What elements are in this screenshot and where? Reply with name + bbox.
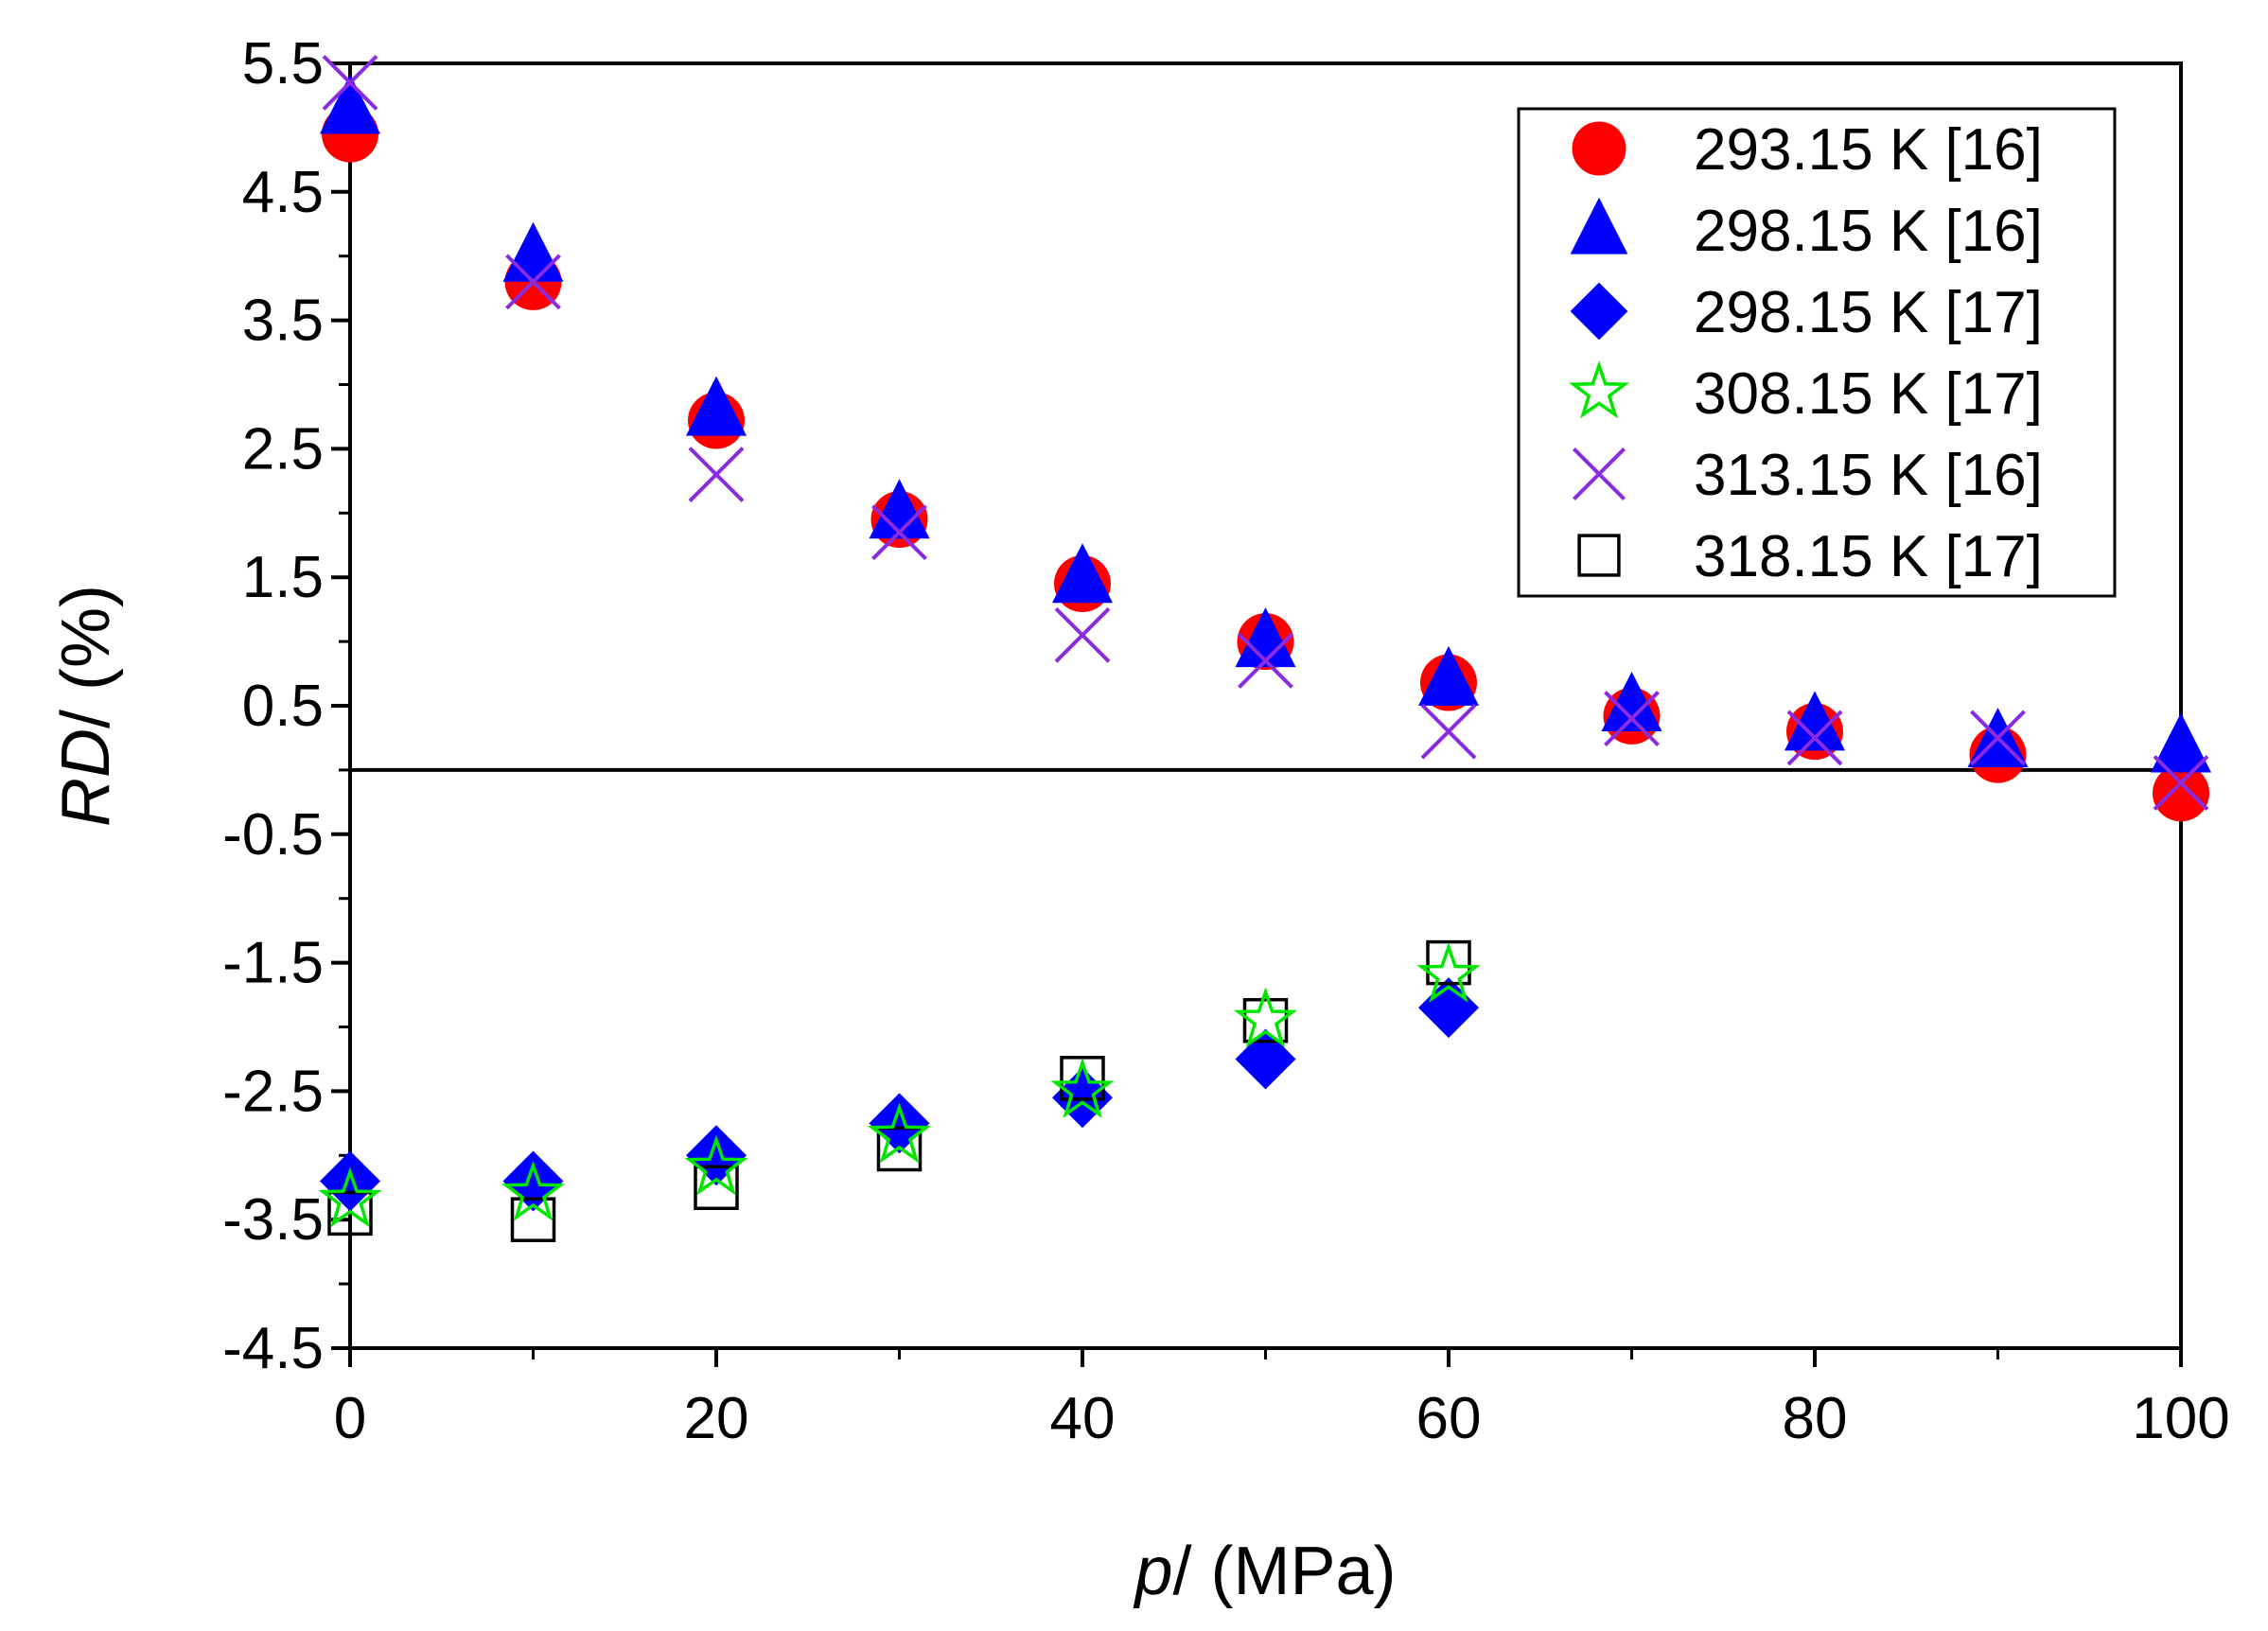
y-tick-label: 1.5 xyxy=(242,545,324,610)
y-tick-label: 5.5 xyxy=(242,31,324,96)
data-point-diamond xyxy=(320,1150,380,1212)
data-point-square xyxy=(1060,1056,1105,1101)
data-point-square xyxy=(510,1197,556,1242)
data-point-triangle xyxy=(869,479,930,539)
data-point-circle xyxy=(2153,764,2209,822)
legend-box xyxy=(1517,107,2117,598)
data-point-star xyxy=(1416,941,1481,1003)
data-point-x xyxy=(871,504,927,561)
legend-marker-diamond xyxy=(1570,282,1628,341)
data-point-x xyxy=(1604,691,1660,746)
data-point-x xyxy=(2153,755,2209,811)
data-point-triangle xyxy=(1601,672,1662,731)
legend: 293.15 K [16] 298.15 K [16] 298.15 K [17] 3… xyxy=(1517,107,2117,598)
legend-label: 318.15 K [17] xyxy=(1694,524,2043,589)
data-point-star xyxy=(867,1102,932,1164)
y-tick-label: -2.5 xyxy=(222,1059,324,1124)
x-tick-label: 80 xyxy=(1783,1386,1848,1451)
data-point-triangle xyxy=(1052,543,1113,604)
data-point-x xyxy=(1970,710,2026,766)
data-markers xyxy=(318,54,2211,1242)
legend-marker-star xyxy=(1568,360,1630,419)
legend-marker-circle xyxy=(1572,121,1626,176)
y-tick-label: 4.5 xyxy=(242,160,324,225)
data-point-triangle xyxy=(1785,691,1845,751)
data-point-star xyxy=(684,1134,748,1196)
y-tick-label: 2.5 xyxy=(242,416,324,482)
data-point-triangle xyxy=(320,74,380,134)
data-point-triangle xyxy=(1235,607,1296,668)
legend-label: 293.15 K [16] xyxy=(1694,117,2043,183)
y-axis-title-italic: RD xyxy=(48,728,124,827)
x-tick-label: 40 xyxy=(1050,1386,1116,1451)
y-tick-label: -4.5 xyxy=(222,1316,324,1381)
data-point-x xyxy=(505,254,561,310)
x-tick-label: 0 xyxy=(334,1386,366,1451)
plot-area xyxy=(318,54,2211,1367)
data-point-square xyxy=(327,1190,373,1236)
data-point-square xyxy=(1426,939,1471,986)
data-point-star xyxy=(318,1166,382,1228)
x-tick-label: 20 xyxy=(684,1386,749,1451)
legend-label: 298.15 K [17] xyxy=(1694,280,2043,345)
data-point-x xyxy=(1238,633,1293,689)
y-tick-label: -0.5 xyxy=(222,802,324,868)
data-point-x xyxy=(1786,710,1843,766)
legend-marker-square xyxy=(1577,534,1621,577)
data-point-square xyxy=(1242,997,1289,1043)
legend-marker-x xyxy=(1572,447,1626,501)
legend-label: 298.15 K [16] xyxy=(1694,199,2043,264)
data-point-triangle xyxy=(686,376,747,436)
x-axis-title: p/ (MPa) xyxy=(1133,1534,1396,1609)
legend-marker-triangle xyxy=(1570,197,1628,254)
x-tick-label: 60 xyxy=(1416,1386,1482,1451)
tick-labels: 5.5 4.5 3.5 2.5 1.5 0.5 -0.5 -1.5 -2.5 -3.5 -4.50 2… xyxy=(222,31,2230,1451)
y-tick-label: -1.5 xyxy=(222,931,324,996)
data-point-star xyxy=(1050,1058,1115,1119)
x-tick-label: 100 xyxy=(2132,1386,2229,1451)
data-point-star xyxy=(501,1160,566,1221)
data-point-x xyxy=(1054,606,1111,663)
legend-label: 308.15 K [17] xyxy=(1694,361,2043,427)
legend-label: 313.15 K [16] xyxy=(1694,443,2043,508)
data-point-triangle xyxy=(502,221,564,282)
x-axis-title-rest: / (MPa) xyxy=(1173,1534,1397,1609)
data-point-square xyxy=(694,1165,739,1210)
y-axis-title: RD/ (%) xyxy=(48,585,124,827)
x-axis-title-italic: p xyxy=(1133,1534,1172,1609)
data-point-diamond xyxy=(502,1150,564,1212)
data-point-x xyxy=(322,54,378,111)
data-point-square xyxy=(876,1126,923,1172)
data-point-star xyxy=(1233,987,1298,1048)
y-axis-title-rest: / (%) xyxy=(48,585,124,728)
y-tick-label: 0.5 xyxy=(242,674,324,739)
y-tick-label: 3.5 xyxy=(242,289,324,354)
data-point-triangle xyxy=(1418,645,1479,706)
y-tick-label: -3.5 xyxy=(222,1187,324,1253)
data-point-x xyxy=(688,447,745,502)
data-point-x xyxy=(1420,703,1477,760)
data-point-diamond xyxy=(869,1093,930,1154)
data-point-triangle xyxy=(2151,712,2211,773)
